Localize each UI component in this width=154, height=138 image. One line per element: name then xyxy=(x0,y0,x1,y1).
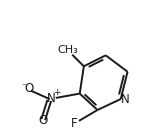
Text: O: O xyxy=(24,82,33,95)
Text: CH₃: CH₃ xyxy=(57,45,78,55)
Text: ⁻: ⁻ xyxy=(22,82,27,92)
Text: F: F xyxy=(71,117,78,130)
Text: +: + xyxy=(53,88,61,97)
Text: N: N xyxy=(47,92,55,105)
Text: O: O xyxy=(38,114,47,127)
Text: N: N xyxy=(120,93,129,106)
